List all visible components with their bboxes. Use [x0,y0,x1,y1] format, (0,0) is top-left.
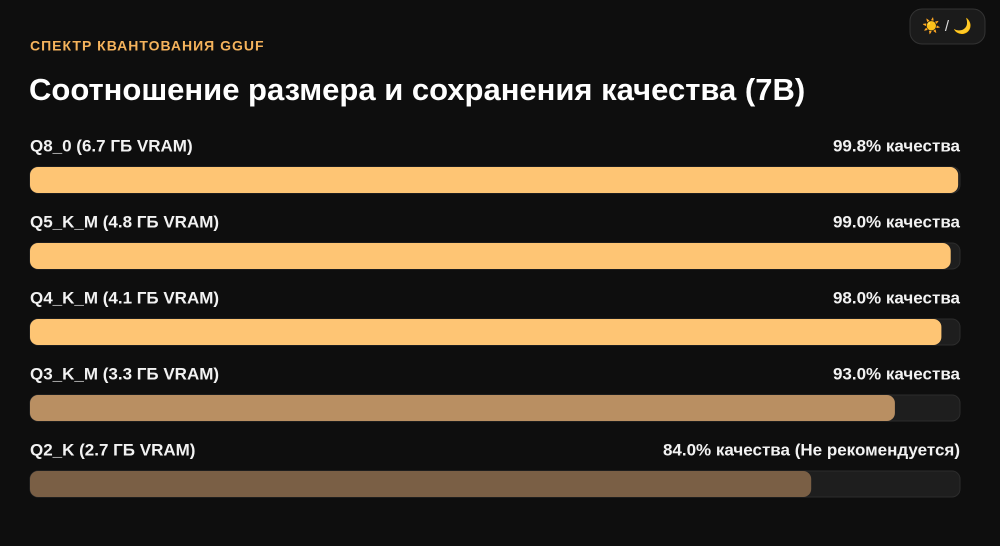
bar [30,395,895,421]
chart-title: Соотношение размера и сохранения качеств… [29,72,805,107]
chart-subtitle: СПЕКТР КВАНТОВАНИЯ GGUF [30,38,265,54]
bar [30,243,951,269]
value-label: 84.0% качества (Не рекомендуется) [663,440,960,459]
value-label: 93.0% качества [833,364,961,383]
bar-label: Q3_K_M (3.3 ГБ VRAM) [30,364,219,383]
bar-label: Q8_0 (6.7 ГБ VRAM) [30,136,193,155]
bar [30,167,959,193]
bar-label: Q4_K_M (4.1 ГБ VRAM) [30,288,219,307]
bar-label: Q5_K_M (4.8 ГБ VRAM) [30,212,219,231]
bar-label: Q2_K (2.7 ГБ VRAM) [30,440,195,459]
theme-toggle[interactable]: ☀️ / 🌙 [922,16,972,35]
value-label: 99.0% качества [833,212,961,231]
theme-toggle-button[interactable] [909,8,986,45]
value-label: 99.8% качества [833,136,961,155]
bar [30,319,942,345]
value-label: 98.0% качества [833,288,961,307]
bar [30,471,812,497]
